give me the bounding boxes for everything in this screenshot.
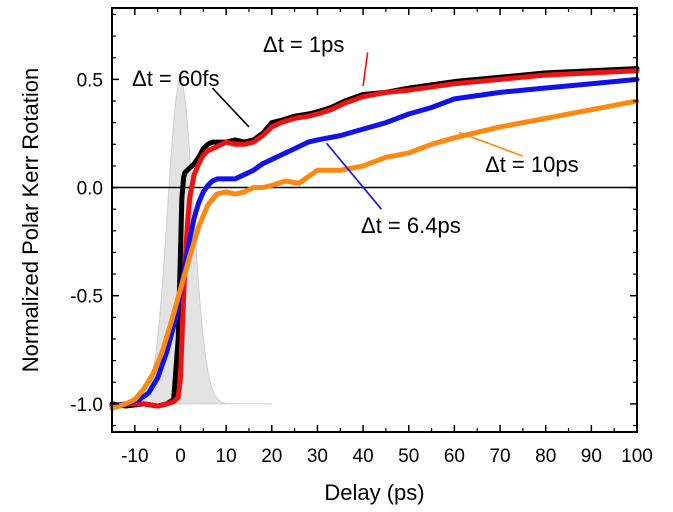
annotation-leader-3 — [325, 142, 382, 210]
x-tick-label: 60 — [444, 446, 465, 467]
x-tick-label: 70 — [489, 446, 510, 467]
tick-layer: -10 0 10 20 30 40 50 60 70 80 90 100 -1.0 -0.5 0.0 0.5 — [70, 8, 653, 467]
annotation-leader-4 — [458, 131, 524, 157]
x-tick-label: 100 — [621, 446, 653, 467]
y-tick-label: -1.0 — [70, 395, 103, 416]
y-tick-label: 0.0 — [77, 179, 103, 200]
annotation-label-4: Δt = 10ps — [485, 152, 579, 177]
y-tick-label: -0.5 — [70, 287, 103, 308]
y-axis-title: Normalized Polar Kerr Rotation — [18, 68, 43, 372]
x-tick-label: 40 — [353, 446, 374, 467]
x-tick-label: -10 — [121, 446, 148, 467]
series-line-4 — [109, 98, 640, 411]
annotation-layer: Δt = 60fs Δt = 1ps Δt = 6.4ps Δt = 10ps — [132, 32, 579, 238]
x-tick-label: 50 — [398, 446, 419, 467]
x-tick-label: 90 — [581, 446, 602, 467]
x-tick-label: 20 — [261, 446, 282, 467]
x-tick-label: 10 — [216, 446, 237, 467]
x-tick-label: 0 — [175, 446, 186, 467]
annotation-leader-2 — [362, 52, 369, 86]
annotation-leader-1 — [211, 87, 250, 128]
annotation-label-1: Δt = 60fs — [132, 66, 219, 91]
annotation-label-3: Δt = 6.4ps — [361, 213, 461, 238]
series-layer — [109, 66, 640, 411]
x-axis-title: Delay (ps) — [324, 480, 424, 505]
y-tick-label: 0.5 — [77, 70, 103, 91]
series-line-2 — [109, 68, 640, 409]
x-tick-label: 80 — [535, 446, 556, 467]
series-line-3 — [109, 76, 640, 409]
plot-frame — [111, 7, 638, 433]
annotation-label-2: Δt = 1ps — [263, 32, 344, 57]
x-tick-label: 30 — [307, 446, 328, 467]
